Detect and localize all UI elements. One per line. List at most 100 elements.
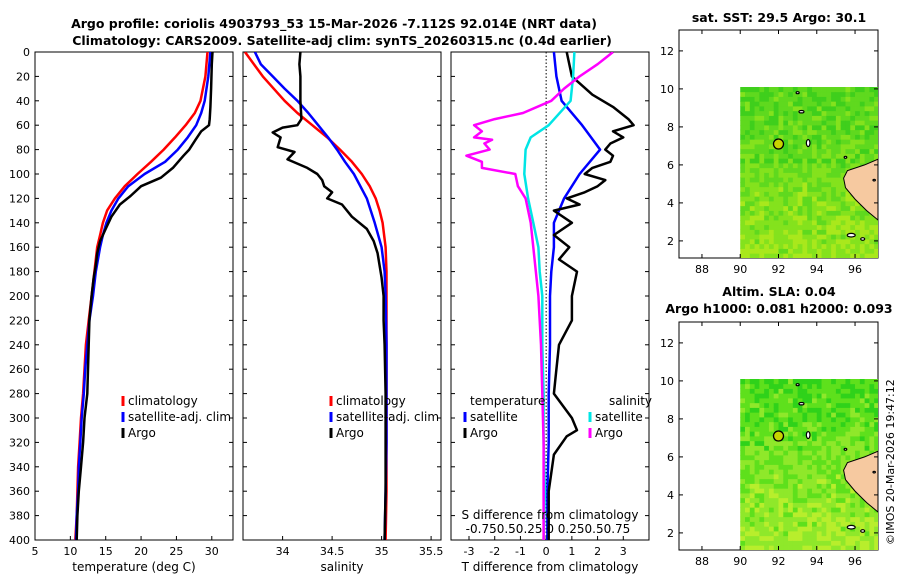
map-cell [850, 120, 856, 126]
map-cell [840, 201, 846, 207]
map-cell [811, 421, 818, 427]
map-cell [778, 125, 784, 131]
x-tick-label: -3 [464, 545, 475, 558]
map-cell [816, 393, 822, 399]
map-cell [840, 478, 846, 484]
map-cell [869, 139, 875, 145]
map-cell [816, 412, 822, 418]
map-cell [811, 431, 818, 437]
map-cell [835, 464, 842, 470]
map-cell [754, 526, 760, 532]
map-cell [754, 421, 760, 427]
difference-lines [465, 52, 635, 540]
map-cell [768, 201, 775, 207]
map-cell [764, 469, 770, 475]
map-cell [840, 87, 846, 93]
difference-panel: -3 -2 -1 0 1 2 3 temperature salinity satellit… [450, 51, 652, 574]
map-cell [792, 243, 799, 249]
map-cell [840, 516, 846, 522]
map-cell [816, 224, 822, 230]
map-cell [797, 502, 803, 508]
map-cell [773, 488, 779, 494]
map-cell [768, 531, 775, 537]
map-cell [807, 91, 813, 97]
map-cell [855, 516, 861, 522]
map-cell [745, 191, 751, 197]
map-cell [764, 474, 770, 480]
map-cell [778, 540, 784, 546]
map-cell [831, 407, 837, 413]
map-cell [788, 398, 794, 404]
map-cell [807, 502, 813, 508]
map-cell [816, 253, 822, 258]
map-cell [792, 540, 799, 546]
map-cell [802, 186, 808, 192]
map-x-tick-label: 94 [810, 555, 824, 568]
map-cell [802, 87, 808, 93]
map-cell [788, 478, 794, 484]
map-cell [773, 464, 779, 470]
map-cell [864, 210, 870, 216]
map-cell [835, 210, 842, 216]
map-cell [869, 101, 875, 107]
map-cell [768, 402, 775, 408]
map-cell [759, 540, 765, 546]
map-cell [864, 540, 870, 546]
map-cell [788, 507, 794, 513]
map-cell [745, 464, 751, 470]
map-cell [792, 531, 799, 537]
map-cell [764, 412, 770, 418]
map-cell [745, 488, 751, 494]
map-cell [807, 545, 813, 550]
map-cell [874, 421, 878, 427]
map-cell [816, 417, 822, 423]
map-cell [768, 383, 775, 389]
map-cell [759, 531, 765, 537]
map-cell [802, 497, 808, 503]
map-cell [749, 440, 755, 446]
map-cell [764, 148, 770, 154]
map-cell [811, 125, 818, 131]
map-cell [807, 129, 813, 135]
map-cell [740, 483, 746, 489]
map-cell [792, 106, 799, 112]
map-cell [816, 464, 822, 470]
map-cell [826, 531, 832, 537]
map-cell [869, 215, 875, 221]
x-tick-label: -1 [515, 545, 526, 558]
s-difference-axis-label: S difference from climatology [462, 508, 639, 522]
map-cell [840, 417, 846, 423]
map-cell [850, 402, 856, 408]
map-cell [845, 205, 851, 211]
map-cell [826, 120, 832, 126]
map-cell [864, 426, 870, 432]
map-cell [783, 101, 789, 107]
map-cell [773, 101, 779, 107]
map-cell [811, 186, 818, 192]
map-cell [773, 526, 779, 532]
map-cell [764, 196, 770, 202]
map-cell [759, 516, 765, 522]
map-cell [874, 412, 878, 418]
map-cell [840, 483, 846, 489]
map-cell [869, 436, 875, 442]
map-cell [783, 139, 789, 145]
map-cell [773, 153, 779, 159]
map-cell [764, 91, 770, 97]
map-cell [792, 398, 799, 404]
map-cell [754, 182, 760, 188]
map-cell [759, 167, 765, 173]
map-cell [807, 110, 813, 116]
map-cell [783, 545, 789, 550]
map-cell [802, 139, 808, 145]
map-cell [855, 507, 861, 513]
map-cell [855, 110, 861, 116]
map-cell [816, 115, 822, 121]
depth-tick-label: 280 [9, 388, 30, 401]
map-cell [764, 253, 770, 258]
map-cell [807, 445, 813, 451]
map-cell [811, 393, 818, 399]
map-cell [864, 507, 870, 513]
map-cell [759, 201, 765, 207]
